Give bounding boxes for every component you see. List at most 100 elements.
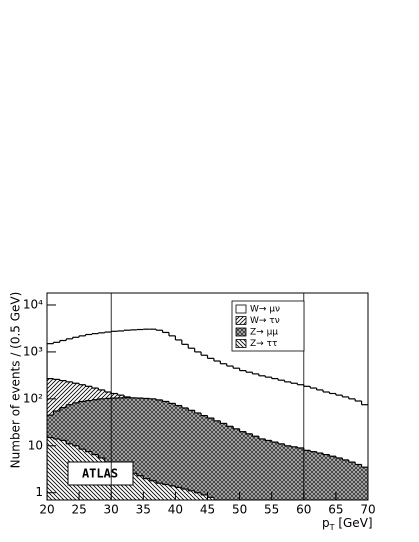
histogram-bar xyxy=(226,426,234,500)
annotation: ATLAS xyxy=(82,467,118,481)
histogram-bar xyxy=(143,398,151,500)
histogram-bar xyxy=(310,388,317,500)
legend-swatch xyxy=(235,316,247,325)
histogram-bar xyxy=(162,401,170,500)
histogram-bar xyxy=(168,485,176,500)
histogram-bar xyxy=(258,438,266,500)
histogram-bar xyxy=(201,494,208,500)
y-tick-label: 10³ xyxy=(23,344,43,358)
histogram-bar xyxy=(91,399,99,500)
histogram-bar xyxy=(111,398,118,500)
histogram-bar xyxy=(323,391,330,500)
histogram-bar xyxy=(124,397,131,500)
histogram-bar xyxy=(168,403,176,500)
histogram-bar xyxy=(213,420,221,500)
x-axis-label-unit: [GeV] xyxy=(335,516,373,530)
x-tick-label: 30 xyxy=(104,503,119,517)
histogram-bar xyxy=(335,395,343,500)
x-tick-label: 50 xyxy=(232,503,247,517)
histogram-bar xyxy=(239,431,247,500)
histogram-bar xyxy=(188,490,195,500)
x-tick-label: 35 xyxy=(136,503,151,517)
histogram-bar xyxy=(278,443,285,500)
histogram-bar xyxy=(162,484,170,500)
histogram-bar xyxy=(136,475,144,500)
histogram-bar xyxy=(156,483,163,500)
histogram-bar xyxy=(316,389,324,500)
x-tick-label: 60 xyxy=(296,503,311,517)
legend-label: Z→ ττ xyxy=(250,339,277,349)
y-tick-label: 10 xyxy=(28,438,43,452)
histogram-bar xyxy=(181,489,189,500)
x-axis-label: pT [GeV] xyxy=(322,516,373,532)
x-axis-label-sub: T xyxy=(329,523,335,532)
x-axis-label-main: p xyxy=(322,516,330,530)
histogram-bar xyxy=(207,497,215,500)
histogram-bar xyxy=(207,418,215,500)
legend-label: W→ τν xyxy=(250,316,280,326)
histogram-bar xyxy=(98,398,106,500)
histogram-bar xyxy=(201,415,208,500)
histogram-bar xyxy=(342,459,350,500)
histogram-bar xyxy=(290,446,298,500)
histogram-bar xyxy=(188,410,195,500)
annotation-box xyxy=(67,461,134,486)
histogram-bar xyxy=(265,377,272,500)
histogram-bar xyxy=(290,383,298,500)
histogram-bar xyxy=(271,442,279,500)
histogram-bar xyxy=(284,445,292,500)
legend-swatch xyxy=(235,339,247,348)
histogram-bar xyxy=(258,375,266,500)
histogram-bar xyxy=(252,436,260,500)
legend-swatch xyxy=(235,327,247,337)
x-tick-label: 20 xyxy=(39,503,54,517)
histogram-bar xyxy=(361,404,368,500)
histogram-bar xyxy=(271,378,279,500)
histogram-bar xyxy=(194,412,202,500)
histogram-bar xyxy=(194,492,202,500)
histogram-bar xyxy=(316,453,324,500)
histogram-bar xyxy=(303,450,311,500)
histogram-bar xyxy=(130,473,138,500)
histogram-bar xyxy=(130,397,138,500)
histogram-bar xyxy=(117,397,125,500)
legend: W→ μνW→ τν Z→ μμZ→ ττ xyxy=(231,300,305,352)
legend-swatch xyxy=(235,304,247,314)
histogram-bar xyxy=(310,451,317,500)
legend-label: Z→ μμ xyxy=(250,328,278,338)
histogram-bar xyxy=(136,398,144,500)
histogram-bar xyxy=(149,398,157,500)
x-tick-label: 40 xyxy=(168,503,183,517)
histogram-bar xyxy=(181,407,189,500)
histogram-bar xyxy=(104,398,112,500)
histogram-bar xyxy=(233,428,240,500)
plot-area xyxy=(47,328,368,500)
legend-label: W→ μν xyxy=(250,305,280,315)
x-tick-label: 70 xyxy=(360,503,375,517)
histogram-bar xyxy=(149,480,157,500)
histogram-bar xyxy=(355,401,362,500)
histogram-bar xyxy=(47,437,54,500)
histogram-bar xyxy=(59,440,67,500)
y-tick-label: 10⁴ xyxy=(23,297,43,311)
histogram-bar xyxy=(323,454,330,500)
histogram-bar xyxy=(278,380,285,500)
histogram-bar xyxy=(361,467,368,500)
histogram-bar xyxy=(342,396,350,500)
histogram-bar xyxy=(329,393,337,500)
histogram-bar xyxy=(348,462,356,500)
x-tick-label: 45 xyxy=(200,503,215,517)
histogram-bar xyxy=(143,478,151,500)
y-tick-label: 1 xyxy=(35,485,43,499)
histogram-bar xyxy=(220,423,228,500)
histogram-bar xyxy=(85,400,93,500)
histogram-bar xyxy=(175,405,183,500)
histogram-bar xyxy=(53,438,61,500)
y-axis-label: Number of events / (0.5 GeV) xyxy=(9,292,23,469)
histogram-bar xyxy=(265,440,272,500)
x-tick-label: 65 xyxy=(328,503,343,517)
histogram-bar xyxy=(284,381,292,500)
histogram-bar xyxy=(335,457,343,500)
x-tick-label: 55 xyxy=(264,503,279,517)
